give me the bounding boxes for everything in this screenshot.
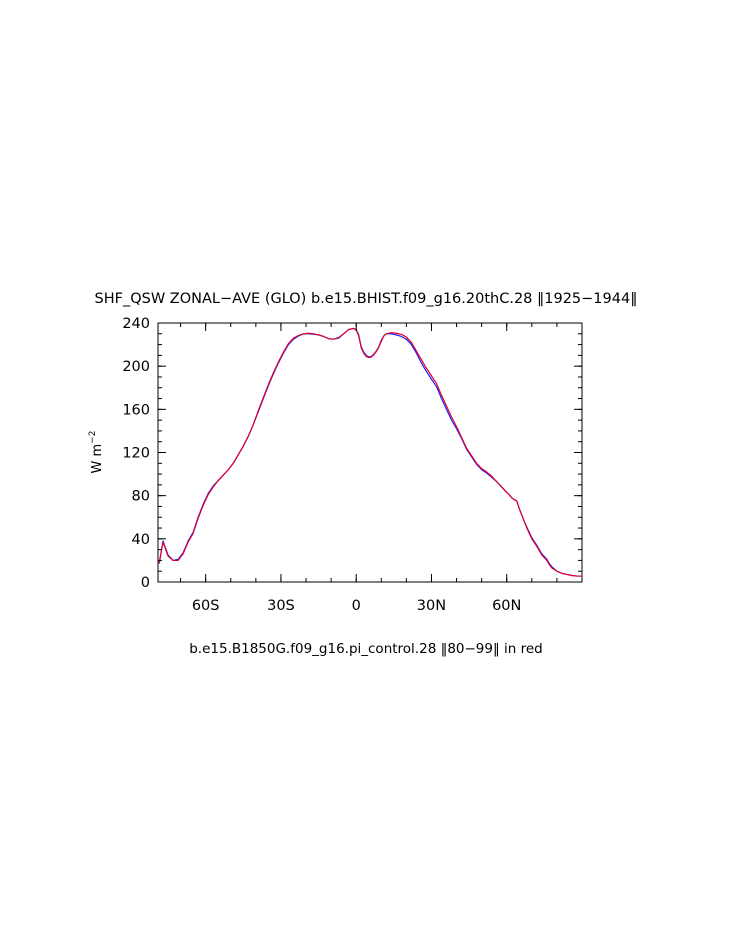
y-tick-label-3: 120: [122, 446, 150, 462]
y-axis-label: W m−2: [88, 431, 105, 474]
y-tick-label-1: 40: [132, 532, 150, 548]
y-tick-label-5: 200: [122, 359, 150, 375]
x-tick-label-0: 60S: [192, 598, 220, 614]
y-tick-label-0: 0: [141, 575, 150, 591]
x-tick-label-2: 0: [352, 598, 361, 614]
x-tick-label-3: 30N: [417, 598, 446, 614]
series-line-1: [158, 327, 582, 577]
chart-title: SHF_QSW ZONAL−AVE (GLO) b.e15.BHIST.f09_…: [95, 291, 638, 307]
x-tick-label-4: 60N: [492, 598, 521, 614]
series-line-0: [158, 327, 582, 577]
chart-subtitle: b.e15.B1850G.f09_g16.pi_control.28 ‖80−9…: [189, 641, 543, 657]
y-tick-label-4: 160: [122, 402, 150, 418]
plot-area: 0 40 80 120 160 200 240 60S 30S 0 30N 60N: [122, 316, 583, 614]
y-tick-label-6: 240: [122, 316, 150, 332]
x-tick-label-1: 30S: [267, 598, 295, 614]
plot-frame: [157, 322, 583, 583]
y-tick-label-2: 80: [132, 489, 150, 505]
